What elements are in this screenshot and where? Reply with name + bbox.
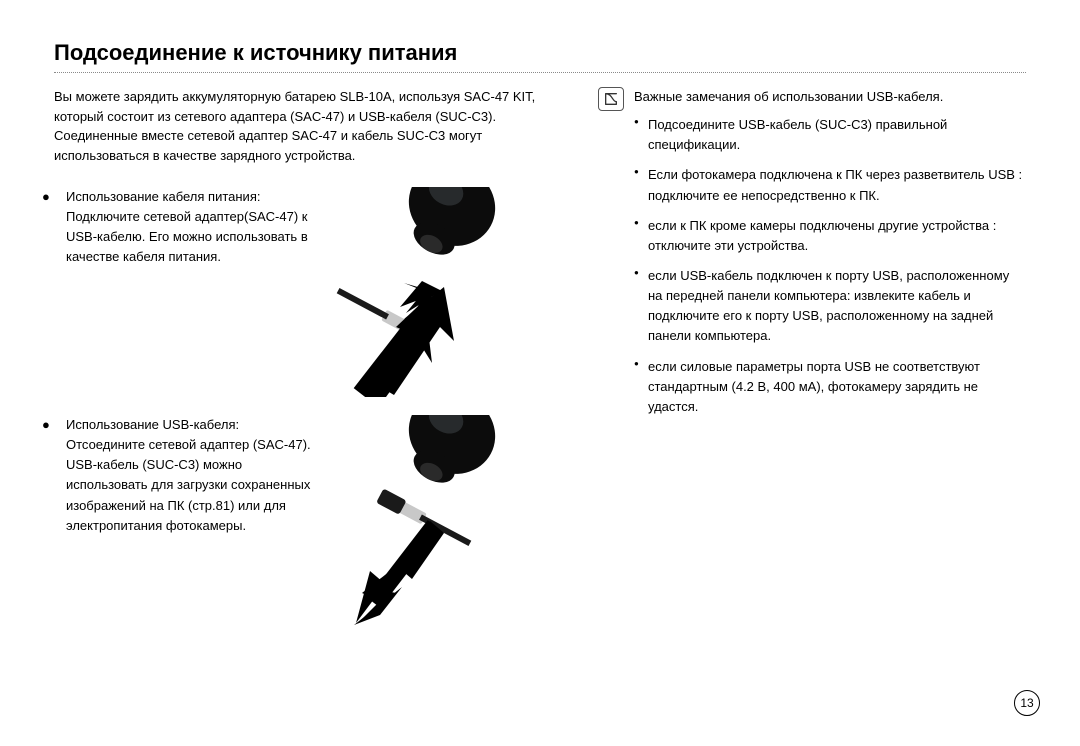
left-column: Вы можете зарядить аккумуляторную батаре…	[54, 87, 574, 643]
note-list: Подсоедините USB-кабель (SUC-C3) правиль…	[634, 115, 1026, 417]
usb-cable-section: ●Использование USB-кабеля: Отсоедините с…	[54, 415, 574, 625]
note-box: Важные замечания об использовании USB-ка…	[598, 87, 1026, 427]
item1-lead-text: Использование кабеля питания:	[66, 189, 260, 204]
intro-paragraph: Вы можете зарядить аккумуляторную батаре…	[54, 87, 574, 165]
content-columns: Вы можете зарядить аккумуляторную батаре…	[54, 87, 1026, 643]
note-bullet: Подсоедините USB-кабель (SUC-C3) правиль…	[634, 115, 1026, 155]
note-bullet: если силовые параметры порта USB не соот…	[634, 357, 1026, 417]
note-bullet: Если фотокамера подключена к ПК через ра…	[634, 165, 1026, 205]
item2-body: Отсоедините сетевой адаптер (SAC-47). US…	[54, 435, 314, 536]
right-column: Важные замечания об использовании USB-ка…	[598, 87, 1026, 643]
power-cable-section: ●Использование кабеля питания: Подключит…	[54, 187, 574, 397]
item2-lead: ●Использование USB-кабеля:	[54, 415, 314, 435]
note-bullet: если к ПК кроме камеры подключены другие…	[634, 216, 1026, 256]
note-icon	[598, 87, 624, 111]
adapter-disconnect-illustration	[314, 415, 574, 625]
item2-lead-text: Использование USB-кабеля:	[66, 417, 239, 432]
note-bullet: если USB-кабель подключен к порту USB, р…	[634, 266, 1026, 347]
item1-body: Подключите сетевой адаптер(SAC-47) к USB…	[54, 207, 314, 267]
title-rule	[54, 72, 1026, 73]
note-body: Важные замечания об использовании USB-ка…	[634, 87, 1026, 427]
page-title: Подсоединение к источнику питания	[54, 40, 1026, 66]
item1-lead: ●Использование кабеля питания:	[54, 187, 314, 207]
page-number: 13	[1014, 690, 1040, 716]
note-heading: Важные замечания об использовании USB-ка…	[634, 87, 1026, 107]
adapter-connect-illustration	[314, 187, 574, 397]
